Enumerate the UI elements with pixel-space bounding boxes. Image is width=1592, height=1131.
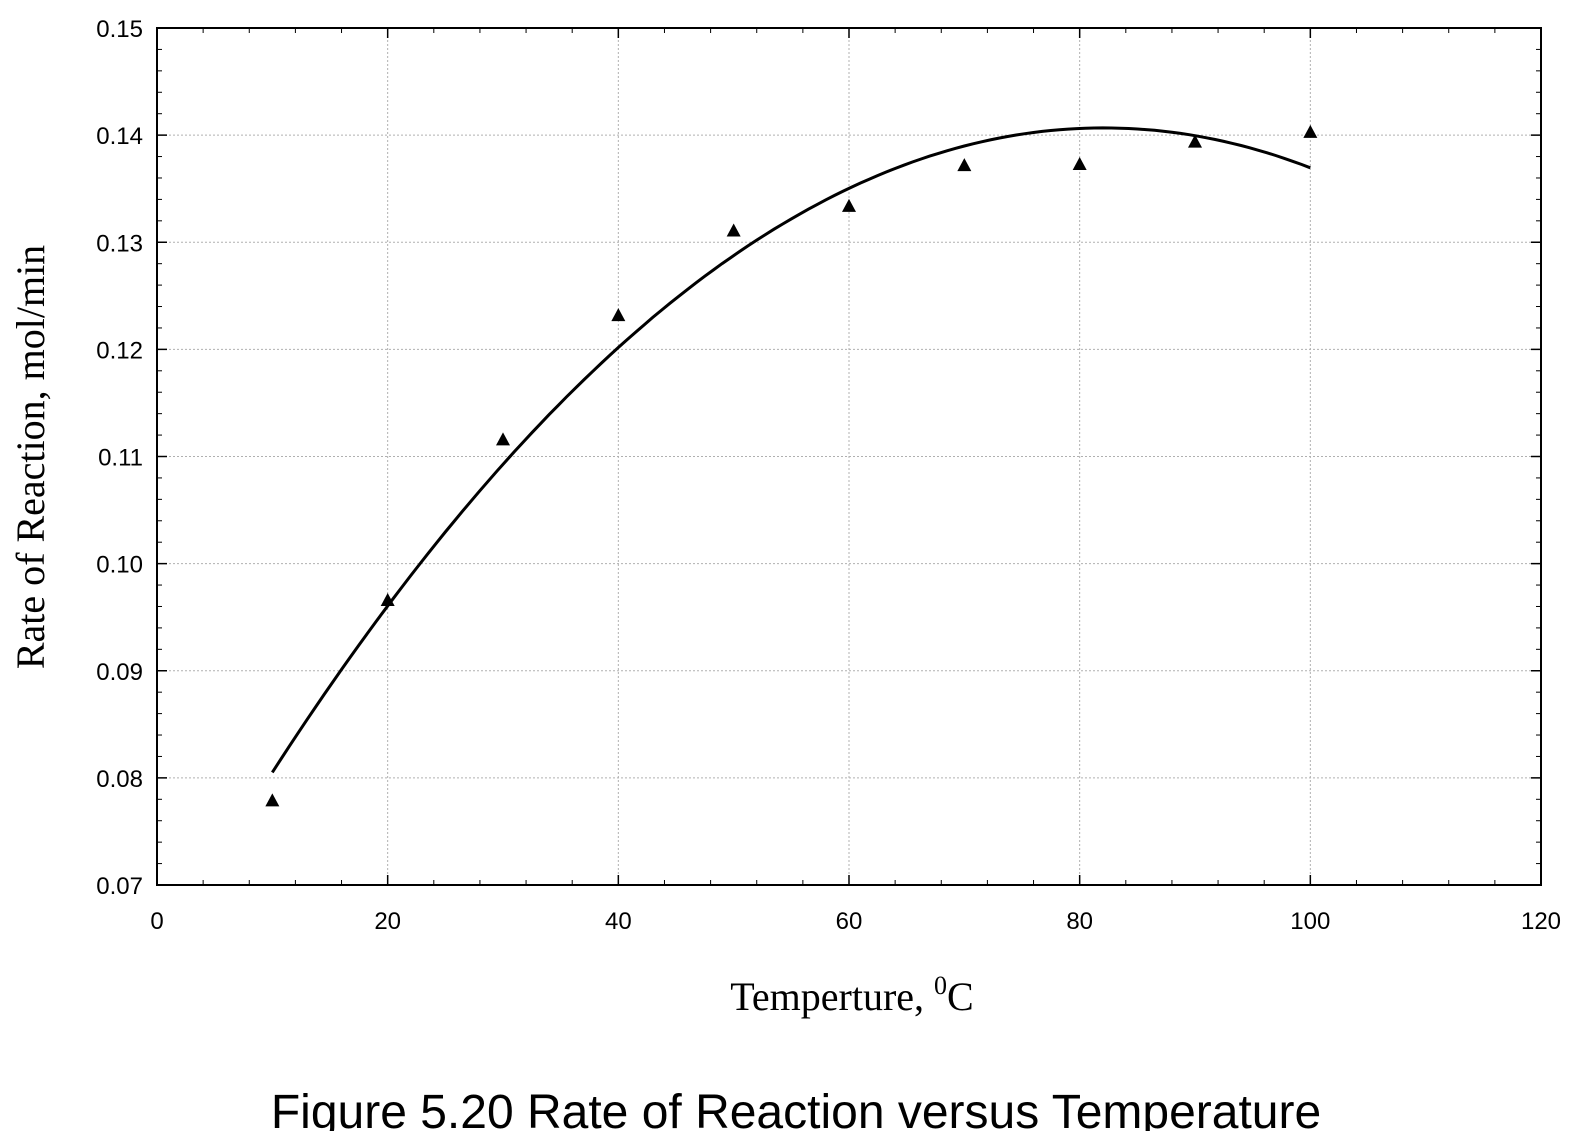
y-tick-label: 0.09 xyxy=(96,659,143,686)
x-axis-label: Temperture, 0C xyxy=(730,971,973,1019)
data-point-triangle xyxy=(611,308,626,322)
figure-caption: Figure 5.20 Rate of Reaction versus Temp… xyxy=(271,1086,1321,1131)
y-tick-label: 0.13 xyxy=(96,230,143,257)
data-point-triangle xyxy=(496,432,510,446)
y-tick-label: 0.07 xyxy=(96,873,143,900)
x-tick-label: 60 xyxy=(836,908,863,935)
x-axis: 0 20 40 60 80 100 120 xyxy=(150,28,1561,935)
y-tick-label: 0.10 xyxy=(96,552,143,579)
x-axis-label-unit: C xyxy=(947,974,974,1019)
x-tick-label: 40 xyxy=(605,908,632,935)
data-point-triangle xyxy=(1188,134,1202,148)
data-point-triangle xyxy=(957,158,972,172)
y-axis: 0.07 0.08 0.09 0.10 0.11 0.12 0.13 0.14 0.15 xyxy=(96,16,1541,900)
x-tick-label: 20 xyxy=(374,908,401,935)
y-tick-label: 0.11 xyxy=(98,445,143,472)
x-tick-label: 80 xyxy=(1066,908,1093,935)
y-tick-label: 0.15 xyxy=(96,16,143,43)
y-tick-label: 0.12 xyxy=(96,337,143,364)
x-axis-label-superscript: 0 xyxy=(934,971,947,1000)
data-point-triangle xyxy=(726,223,741,237)
y-axis-label: Rate of Reaction, mol/min xyxy=(8,245,53,669)
fit-curve-line xyxy=(271,126,1311,774)
y-tick-label: 0.08 xyxy=(96,766,143,793)
x-tick-label: 120 xyxy=(1521,908,1561,935)
series-layer xyxy=(265,124,1318,807)
x-tick-label: 100 xyxy=(1290,908,1330,935)
data-point-triangle xyxy=(842,198,856,212)
x-tick-label: 0 xyxy=(150,908,163,935)
data-point-triangle xyxy=(265,793,280,807)
x-axis-label-main: Temperture, xyxy=(730,974,934,1019)
data-point-triangle xyxy=(1072,157,1087,171)
y-tick-label: 0.14 xyxy=(96,123,143,150)
grid xyxy=(157,28,1541,885)
data-point-triangle xyxy=(1303,124,1318,138)
